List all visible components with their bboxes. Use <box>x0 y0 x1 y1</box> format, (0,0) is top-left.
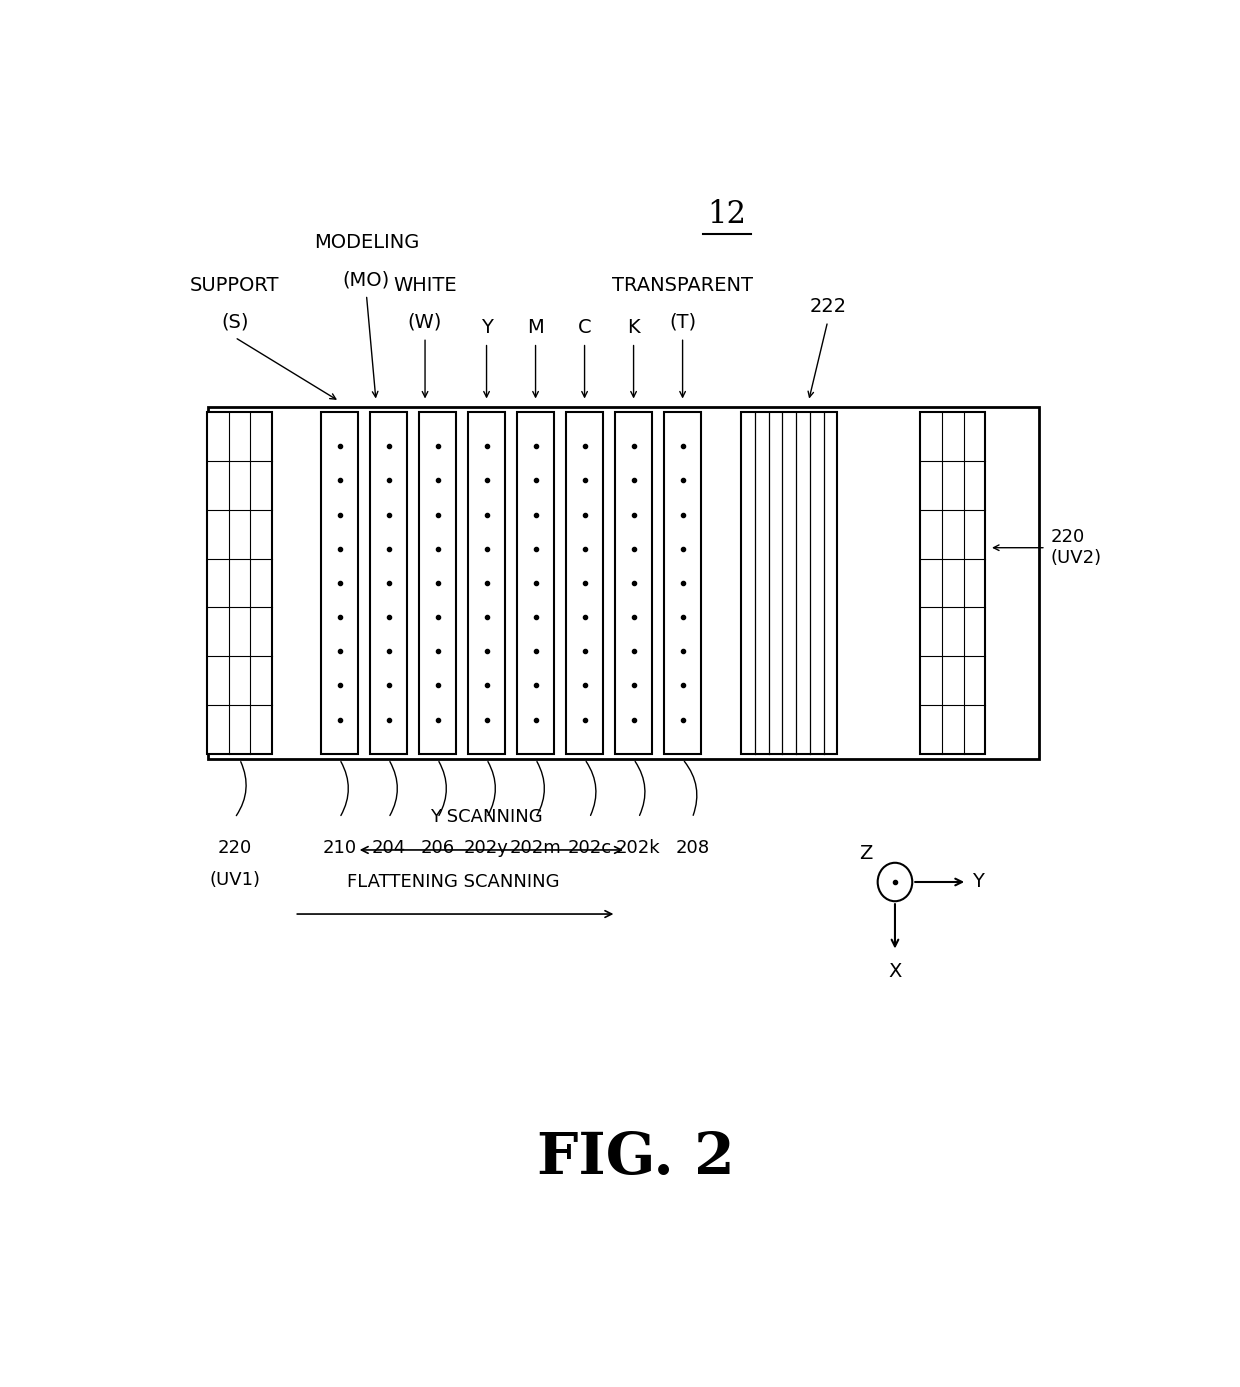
Text: Y SCANNING: Y SCANNING <box>430 809 543 827</box>
Text: 202m: 202m <box>510 839 562 857</box>
Text: TRANSPARENT: TRANSPARENT <box>613 276 753 294</box>
Text: 202y: 202y <box>464 839 508 857</box>
Bar <box>742 412 837 755</box>
Text: 208: 208 <box>675 839 709 857</box>
Text: M: M <box>527 319 544 337</box>
Bar <box>419 412 456 755</box>
Text: Z: Z <box>859 843 873 863</box>
Text: K: K <box>627 319 640 337</box>
Bar <box>371 412 407 755</box>
Text: (W): (W) <box>408 313 443 331</box>
Bar <box>567 412 603 755</box>
Bar <box>469 412 505 755</box>
Bar <box>665 412 701 755</box>
Bar <box>920 412 986 755</box>
Text: 202c: 202c <box>568 839 611 857</box>
Text: FIG. 2: FIG. 2 <box>537 1129 734 1186</box>
Text: MODELING: MODELING <box>314 233 419 252</box>
Bar <box>517 412 554 755</box>
Text: Y: Y <box>481 319 492 337</box>
Text: 222: 222 <box>810 297 846 316</box>
Text: WHITE: WHITE <box>393 276 456 294</box>
Text: 12: 12 <box>707 198 746 230</box>
Bar <box>615 412 652 755</box>
Text: 220: 220 <box>218 839 252 857</box>
Text: 210: 210 <box>322 839 357 857</box>
Text: X: X <box>888 963 901 981</box>
Text: SUPPORT: SUPPORT <box>190 276 279 294</box>
Bar <box>321 412 358 755</box>
Bar <box>208 406 1039 759</box>
Text: 206: 206 <box>420 839 455 857</box>
Text: 204: 204 <box>372 839 405 857</box>
Text: FLATTENING SCANNING: FLATTENING SCANNING <box>347 872 559 890</box>
Bar <box>207 412 273 755</box>
Text: 220
(UV2): 220 (UV2) <box>1050 528 1102 567</box>
Text: 202k: 202k <box>616 839 661 857</box>
Text: (T): (T) <box>670 313 696 331</box>
Text: (UV1): (UV1) <box>210 871 260 889</box>
Text: (S): (S) <box>221 313 248 331</box>
Text: (MO): (MO) <box>342 270 391 290</box>
Text: C: C <box>578 319 591 337</box>
Text: Y: Y <box>972 872 983 892</box>
